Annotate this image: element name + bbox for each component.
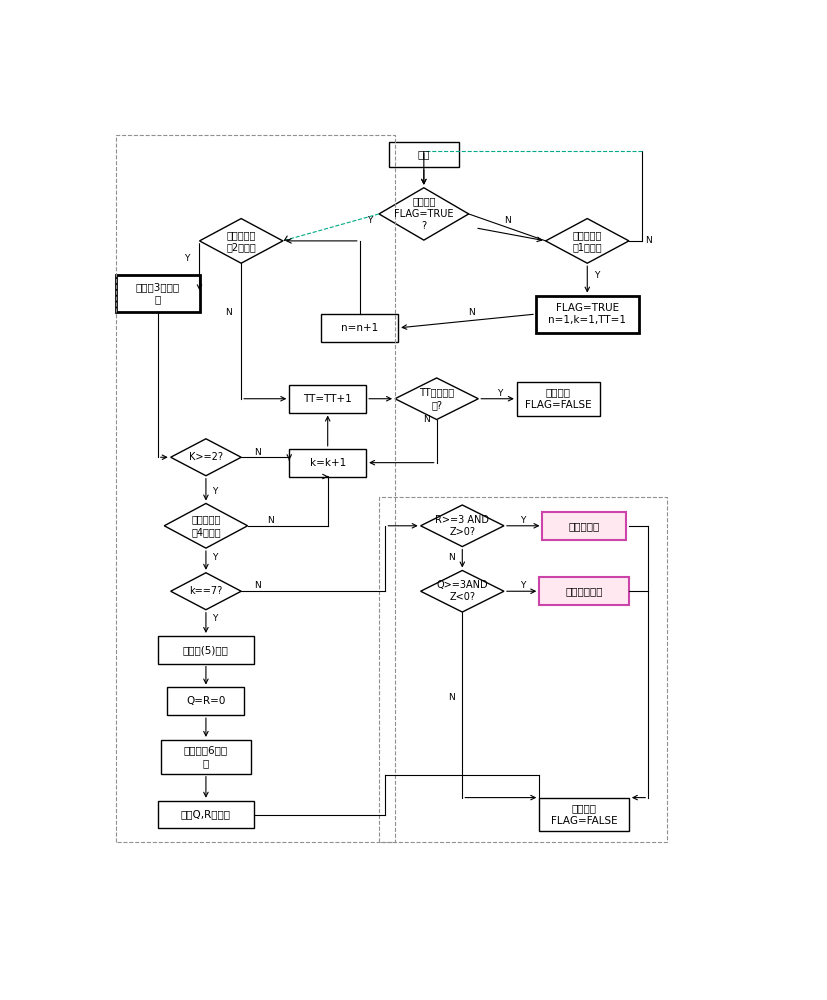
FancyBboxPatch shape: [289, 385, 366, 413]
Text: N: N: [225, 308, 232, 317]
FancyBboxPatch shape: [539, 577, 629, 605]
Text: 程序结束
FLAG=FALSE: 程序结束 FLAG=FALSE: [525, 388, 592, 410]
FancyBboxPatch shape: [116, 275, 199, 312]
Text: N: N: [469, 308, 476, 317]
Text: 利用（3）式赋
値: 利用（3）式赋 値: [136, 282, 180, 304]
FancyBboxPatch shape: [158, 801, 254, 828]
Text: Q=R=0: Q=R=0: [186, 696, 226, 706]
Text: n=n+1: n=n+1: [341, 323, 379, 333]
Text: N: N: [254, 581, 261, 590]
Text: R>=3 AND
Z>0?: R>=3 AND Z>0?: [435, 515, 490, 537]
Text: N: N: [266, 516, 274, 525]
FancyBboxPatch shape: [543, 512, 626, 540]
Text: N: N: [645, 236, 652, 245]
Polygon shape: [379, 188, 469, 240]
Text: 判负阻尼振荡: 判负阻尼振荡: [566, 586, 603, 596]
Text: Y: Y: [497, 389, 502, 398]
Polygon shape: [395, 378, 478, 420]
FancyBboxPatch shape: [167, 687, 245, 715]
Text: 统计Q,R的数値: 统计Q,R的数値: [181, 810, 231, 820]
Text: TT=TT+1: TT=TT+1: [304, 394, 352, 404]
Text: N: N: [448, 693, 455, 702]
Text: Y: Y: [213, 614, 218, 623]
Text: 程序结束
FLAG=FALSE: 程序结束 FLAG=FALSE: [551, 803, 618, 826]
Polygon shape: [170, 439, 241, 476]
Text: Y: Y: [213, 553, 218, 562]
Text: Y: Y: [213, 487, 218, 496]
Text: Y: Y: [184, 254, 190, 263]
Text: 根据式(5)计算: 根据式(5)计算: [183, 645, 229, 655]
FancyBboxPatch shape: [539, 798, 629, 831]
FancyBboxPatch shape: [536, 296, 638, 333]
Text: N: N: [254, 448, 261, 457]
Polygon shape: [421, 505, 504, 547]
Text: N: N: [423, 415, 430, 424]
FancyBboxPatch shape: [389, 142, 459, 167]
Text: k==7?: k==7?: [189, 586, 222, 596]
Text: 判强迫振荡: 判强迫振荡: [568, 521, 600, 531]
Text: 根据判据式
（4）计算: 根据判据式 （4）计算: [191, 515, 221, 537]
FancyBboxPatch shape: [321, 314, 399, 342]
Text: TT大于设定
値?: TT大于设定 値?: [419, 388, 454, 410]
Text: N: N: [448, 553, 455, 562]
Text: k=k+1: k=k+1: [309, 458, 346, 468]
FancyBboxPatch shape: [158, 636, 254, 664]
Text: N: N: [504, 216, 510, 225]
Text: 判据根据式
（2）计算: 判据根据式 （2）计算: [227, 230, 256, 252]
Polygon shape: [421, 570, 504, 612]
Text: Y: Y: [366, 216, 372, 225]
Polygon shape: [170, 573, 241, 610]
Polygon shape: [165, 503, 247, 548]
Text: Y: Y: [594, 271, 599, 280]
Text: K>=2?: K>=2?: [189, 452, 223, 462]
Text: Q>=3AND
Z<0?: Q>=3AND Z<0?: [437, 580, 488, 602]
Text: 判据根据式
（1）计算: 判据根据式 （1）计算: [572, 230, 602, 252]
Text: FLAG=TRUE
n=1,k=1,TT=1: FLAG=TRUE n=1,k=1,TT=1: [548, 303, 626, 325]
FancyBboxPatch shape: [161, 740, 251, 774]
Text: 根据式（6）计
算: 根据式（6）计 算: [184, 746, 228, 768]
Text: 启动标志
FLAG=TRUE
?: 启动标志 FLAG=TRUE ?: [394, 197, 453, 231]
FancyBboxPatch shape: [289, 449, 366, 477]
Text: Y: Y: [520, 516, 526, 525]
Polygon shape: [199, 219, 283, 263]
Polygon shape: [546, 219, 629, 263]
Text: Y: Y: [520, 581, 526, 590]
FancyBboxPatch shape: [517, 382, 600, 416]
Text: 开始: 开始: [418, 150, 430, 160]
